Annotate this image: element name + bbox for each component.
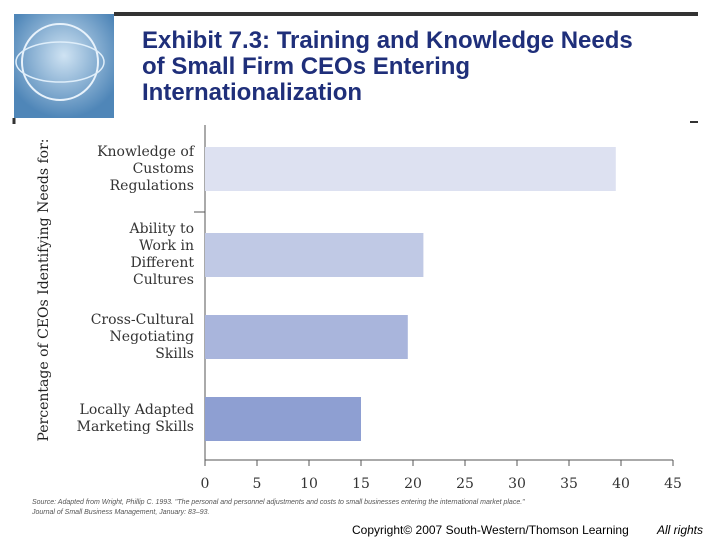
x-tick-label: 5	[253, 476, 262, 492]
bar	[205, 147, 616, 191]
x-tick-label: 35	[560, 476, 578, 492]
category-label: Cross-Cultural Negotiating Skills	[90, 311, 194, 362]
x-tick-label: 45	[664, 476, 682, 492]
category-label: Locally Adapted Marketing Skills	[76, 402, 194, 435]
x-tick-label: 40	[612, 476, 630, 492]
rights-note: All rights	[657, 523, 704, 537]
source-note: Source: Adapted from Wright, Phillip C. …	[32, 499, 525, 516]
category-label: Ability to Work in Different Cultures	[129, 221, 194, 288]
bar	[205, 397, 361, 441]
x-tick-label: 25	[456, 476, 474, 492]
globe-image	[14, 14, 114, 118]
x-tick-label: 20	[404, 476, 422, 492]
bar	[205, 233, 424, 277]
category-label: Knowledge of Customs Regulations	[97, 143, 194, 194]
title: Exhibit 7.3: Training and Knowledge Need…	[142, 27, 633, 106]
x-tick-label: 0	[201, 476, 210, 492]
bar	[205, 315, 408, 359]
x-tick-label: 30	[508, 476, 526, 492]
globe-ring	[21, 23, 99, 101]
globe-ring	[15, 41, 105, 83]
x-tick-label: 10	[300, 476, 318, 492]
copyright: Copyright© 2007 South-Western/Thomson Le…	[352, 523, 629, 537]
x-tick-label: 15	[352, 476, 370, 492]
